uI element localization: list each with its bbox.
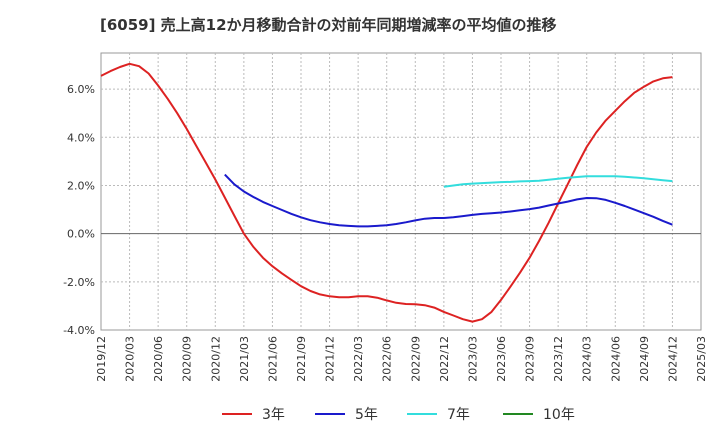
x-tick-label: 2022/12 [438, 336, 451, 382]
x-tick-label: 2021/06 [266, 336, 279, 382]
x-tick-label: 2020/03 [124, 336, 137, 382]
legend-label-3: 10年 [543, 407, 575, 423]
legend-label-2: 7年 [447, 407, 470, 423]
x-tick-label: 2022/03 [352, 336, 365, 382]
x-tick-label: 2025/03 [695, 336, 708, 382]
y-tick-label: 4.0% [67, 131, 95, 144]
series-line-0 [100, 62, 673, 323]
x-tick-label: 2024/06 [609, 336, 622, 382]
legend-label-0: 3年 [262, 407, 285, 423]
x-tick-label: 2023/12 [552, 336, 565, 382]
x-tick-label: 2024/03 [581, 336, 594, 382]
x-tick-label: 2020/12 [209, 336, 222, 382]
x-tick-label: 2022/09 [409, 336, 422, 382]
legend-label-1: 5年 [355, 407, 378, 423]
y-tick-label: -2.0% [63, 276, 95, 289]
x-tick-label: 2023/06 [495, 336, 508, 382]
x-tick-label: 2023/09 [524, 336, 537, 382]
x-tick-label: 2021/09 [295, 336, 308, 382]
x-tick-label: 2019/12 [95, 336, 108, 382]
chart-title: [6059] 売上高12か月移動合計の対前年同期増減率の平均値の推移 [100, 16, 557, 34]
x-tick-label: 2021/12 [324, 336, 337, 382]
y-tick-label: 0.0% [67, 228, 95, 241]
y-tick-label: -4.0% [63, 324, 95, 337]
x-tick-label: 2023/03 [466, 336, 479, 382]
y-tick-label: 2.0% [67, 179, 95, 192]
x-tick-label: 2024/09 [638, 336, 651, 382]
x-tick-label: 2021/03 [238, 336, 251, 382]
series-line-2 [443, 175, 673, 188]
x-tick-label: 2020/06 [152, 336, 165, 382]
plot-area [100, 52, 702, 331]
y-tick-label: 6.0% [67, 83, 95, 96]
series-line-1 [224, 173, 673, 228]
x-tick-label: 2022/06 [381, 336, 394, 382]
x-tick-label: 2024/12 [666, 336, 679, 382]
x-tick-label: 2020/09 [181, 336, 194, 382]
